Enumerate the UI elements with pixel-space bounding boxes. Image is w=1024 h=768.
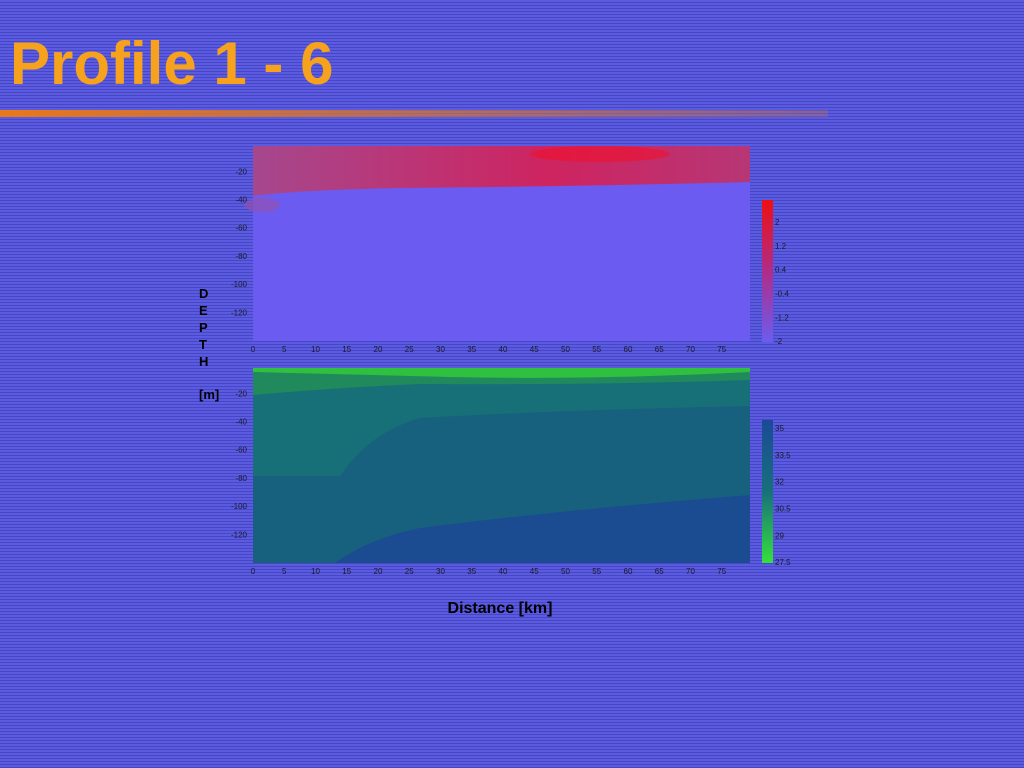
x-tick-label: 70 — [686, 345, 695, 354]
colorbar — [762, 200, 773, 342]
colorbar-tick-label: 27.5 — [775, 558, 791, 567]
x-tick-label: 40 — [499, 567, 508, 576]
colorbar-tick-label: -0.4 — [775, 290, 789, 299]
x-tick-label: 55 — [592, 345, 601, 354]
x-tick-label: 0 — [251, 567, 256, 576]
x-tick-label: 0 — [251, 345, 256, 354]
x-tick-label: 65 — [655, 567, 664, 576]
colorbar-tick-label: 35 — [775, 424, 784, 433]
x-tick-label: 65 — [655, 345, 664, 354]
colorbar-tick-label: 29 — [775, 531, 784, 540]
y-tick-label: -60 — [235, 446, 247, 455]
colorbar-tick-label: 1.2 — [775, 242, 787, 251]
depth-unit: [m] — [199, 387, 220, 402]
depth-label: DEPTH — [199, 286, 209, 369]
x-tick-label: 60 — [624, 567, 633, 576]
x-tick-label: 20 — [374, 345, 383, 354]
colorbar-tick-label: 30.5 — [775, 505, 791, 514]
x-tick-label: 25 — [405, 567, 414, 576]
y-tick-label: -60 — [235, 224, 247, 233]
colorbar-tick-label: -2 — [775, 337, 783, 346]
y-tick-label: -40 — [235, 196, 247, 205]
x-tick-label: 15 — [342, 567, 351, 576]
x-tick-label: 30 — [436, 345, 445, 354]
x-tick-label: 5 — [282, 567, 287, 576]
contour-band — [253, 368, 750, 476]
y-tick-label: -40 — [235, 418, 247, 427]
x-tick-label: 20 — [374, 567, 383, 576]
y-tick-label: -120 — [231, 530, 248, 539]
y-tick-label: -120 — [231, 308, 248, 317]
x-tick-label: 40 — [499, 345, 508, 354]
y-tick-label: -100 — [231, 502, 248, 511]
x-tick-label: 25 — [405, 345, 414, 354]
title-rule — [0, 110, 828, 117]
y-tick-label: -20 — [235, 167, 247, 176]
x-tick-label: 45 — [530, 345, 539, 354]
colorbar-tick-label: 2 — [775, 218, 780, 227]
x-tick-label: 45 — [530, 567, 539, 576]
x-tick-label: 50 — [561, 345, 570, 354]
x-tick-label: 10 — [311, 345, 320, 354]
x-tick-label: 75 — [717, 345, 726, 354]
x-tick-label: 55 — [592, 567, 601, 576]
x-tick-label: 75 — [717, 567, 726, 576]
y-tick-label: -20 — [235, 389, 247, 398]
colorbar-tick-label: 32 — [775, 478, 784, 487]
x-tick-label: 35 — [467, 345, 476, 354]
colorbar-tick-label: 33.5 — [775, 451, 791, 460]
colorbar-tick-label: -1.2 — [775, 313, 789, 322]
x-axis-label: Distance [km] — [448, 600, 553, 617]
x-tick-label: 50 — [561, 567, 570, 576]
x-tick-label: 5 — [282, 345, 287, 354]
contour-patch — [244, 198, 280, 212]
y-tick-label: -80 — [235, 252, 247, 261]
x-tick-label: 35 — [467, 567, 476, 576]
colorbar — [762, 420, 773, 563]
y-tick-label: -80 — [235, 474, 247, 483]
y-tick-label: -100 — [231, 280, 248, 289]
x-tick-label: 30 — [436, 567, 445, 576]
slide-title: Profile 1 - 6 — [10, 30, 333, 97]
x-tick-label: 15 — [342, 345, 351, 354]
contour-band — [253, 368, 750, 378]
x-tick-label: 60 — [624, 345, 633, 354]
x-tick-label: 10 — [311, 567, 320, 576]
x-tick-label: 70 — [686, 567, 695, 576]
colorbar-tick-label: 0.4 — [775, 266, 787, 275]
contour-core — [530, 146, 670, 162]
